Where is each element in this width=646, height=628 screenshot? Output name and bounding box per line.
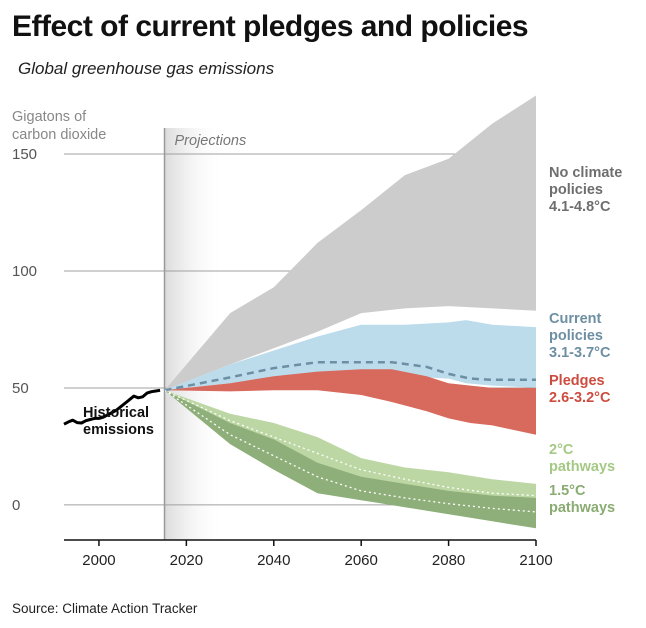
x-tick-label: 2000 [82, 552, 115, 569]
no-climate-policies-label: policies [549, 182, 603, 198]
x-tick-label: 2020 [170, 552, 203, 569]
pledges-band [164, 369, 536, 435]
chart-title: Effect of current pledges and policies [12, 10, 529, 43]
y-tick-label: 50 [12, 380, 29, 397]
current-policies-label: 3.1-3.7°C [549, 345, 611, 361]
historical-emissions-label: Historical [83, 405, 149, 421]
2c-pathways-label: pathways [549, 459, 615, 475]
no-climate-policies-band [164, 95, 536, 391]
1-5c-pathways-label: 1.5°C [549, 483, 586, 499]
pledges-label: Pledges [549, 373, 605, 389]
1-5c-median-line [164, 389, 537, 513]
source-note: Source: Climate Action Tracker [12, 601, 198, 616]
chart-subtitle: Global greenhouse gas emissions [18, 59, 275, 78]
historical-emissions-line [63, 388, 161, 426]
1-5c-pathways-band [164, 390, 536, 529]
y-tick-label: 150 [12, 146, 37, 163]
no-climate-policies-label: No climate [549, 165, 622, 181]
current-policies-median-line [164, 360, 536, 392]
current-policies-label: Current [549, 311, 602, 327]
y-tick-label: 0 [12, 497, 20, 514]
x-tick-label: 2100 [519, 552, 552, 569]
2c-median-line [164, 389, 537, 497]
x-tick-label: 2040 [257, 552, 290, 569]
no-climate-policies-label: 4.1-4.8°C [549, 199, 611, 215]
y-tick-label: 100 [12, 263, 37, 280]
projection-label: Projections [175, 133, 247, 149]
x-tick-label: 2080 [432, 552, 465, 569]
pledges-label: 2.6-3.2°C [549, 390, 611, 406]
historical-emissions-label: emissions [83, 422, 154, 438]
1-5c-pathways-label: pathways [549, 500, 615, 516]
y-axis-label: carbon dioxide [12, 127, 106, 143]
2c-pathways-band [164, 390, 536, 503]
y-axis-label: Gigatons of [12, 109, 87, 125]
current-policies-label: policies [549, 328, 603, 344]
2c-pathways-label: 2°C [549, 442, 574, 458]
x-tick-label: 2060 [344, 552, 377, 569]
